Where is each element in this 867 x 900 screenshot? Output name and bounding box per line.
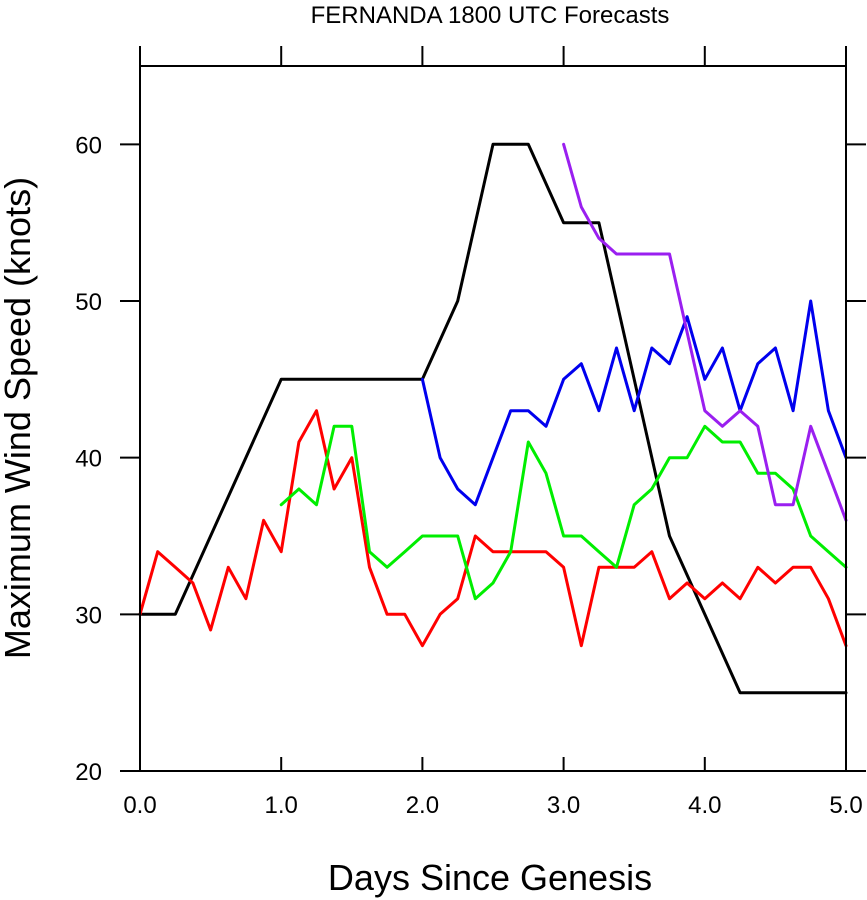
series-line-blue <box>420 299 848 507</box>
x-tick-label: 1.0 <box>265 792 298 819</box>
y-tick-label: 40 <box>75 446 102 473</box>
x-tick-label: 3.0 <box>547 792 580 819</box>
series-line-red <box>138 409 848 648</box>
chart-title: FERNANDA 1800 UTC Forecasts <box>311 2 670 29</box>
series-layer <box>138 142 848 695</box>
x-tick-label: 2.0 <box>406 792 439 819</box>
y-tick-label: 30 <box>75 602 102 629</box>
plot-frame <box>139 65 847 772</box>
x-axis-label: Days Since Genesis <box>328 857 652 898</box>
axes-layer: 0.0 1.0 2.0 3.0 4.0 5.0 20 30 40 50 60 <box>75 46 866 819</box>
series-line-purple <box>562 142 848 522</box>
x-tick-label: 4.0 <box>688 792 721 819</box>
x-tick-label: 5.0 <box>829 792 862 819</box>
y-tick-label: 20 <box>75 759 102 786</box>
series-line-green <box>279 424 848 601</box>
x-tick-label: 0.0 <box>123 792 156 819</box>
y-tick-label: 50 <box>75 289 102 316</box>
y-tick-label: 60 <box>75 132 102 159</box>
y-axis-label: Maximum Wind Speed (knots) <box>0 177 38 659</box>
series-line-black <box>138 142 848 695</box>
